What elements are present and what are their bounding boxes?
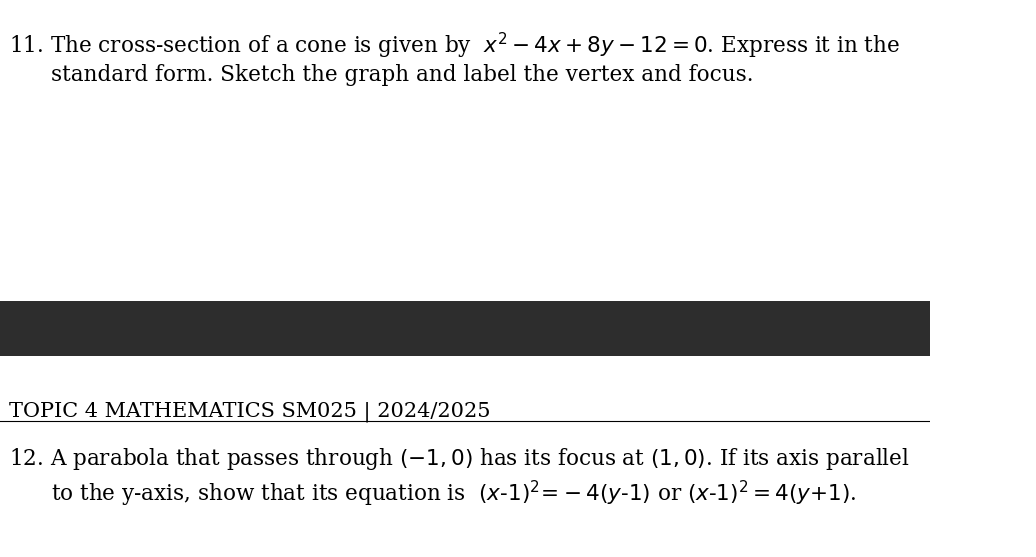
Text: TOPIC 4 MATHEMATICS SM025 | 2024/2025: TOPIC 4 MATHEMATICS SM025 | 2024/2025	[9, 401, 491, 422]
Text: 11. The cross-section of a cone is given by  $x^2-4x+8y-12=0$. Express it in the: 11. The cross-section of a cone is given…	[9, 31, 900, 61]
Text: to the y-axis, show that its equation is  $(x\text{-}1)^2\!=\!-4(y\text{-}1)$ or: to the y-axis, show that its equation is…	[51, 479, 857, 509]
Text: standard form. Sketch the graph and label the vertex and focus.: standard form. Sketch the graph and labe…	[51, 64, 753, 86]
Text: 12. A parabola that passes through $(-1,0)$ has its focus at $(1,0)$. If its axi: 12. A parabola that passes through $(-1,…	[9, 446, 910, 472]
FancyBboxPatch shape	[0, 301, 930, 356]
